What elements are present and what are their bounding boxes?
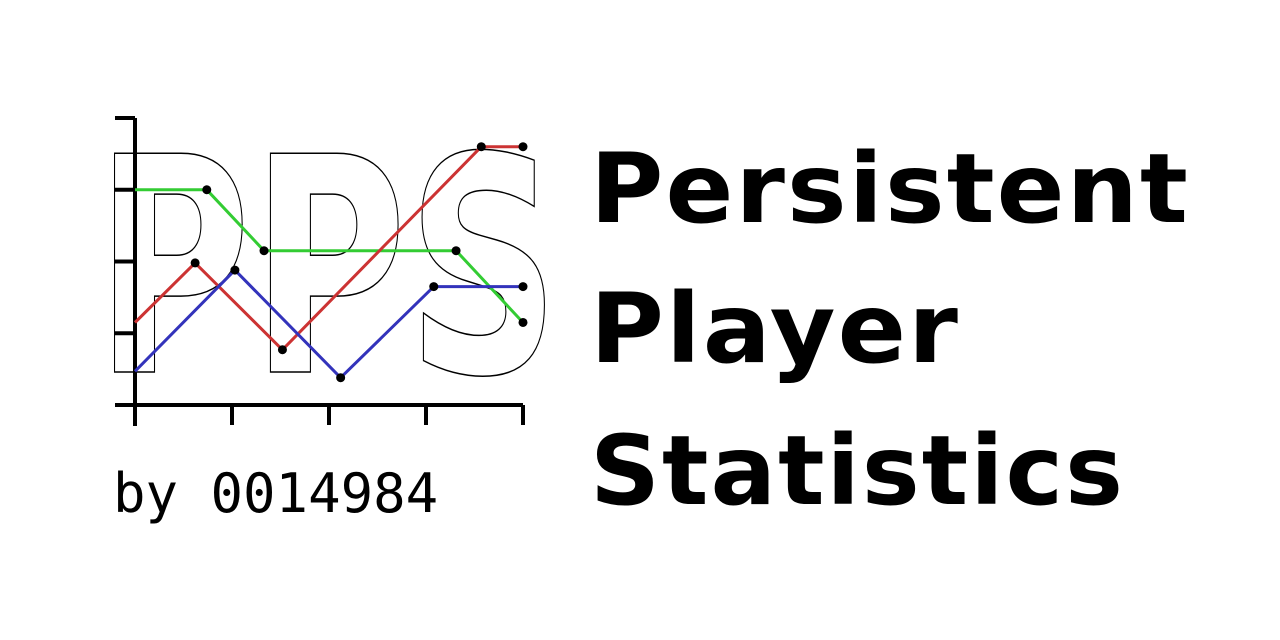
title-block: Persistent Player Statistics	[590, 133, 1190, 527]
chart-series	[133, 142, 528, 383]
title-line-2: Player	[590, 273, 960, 385]
series-0-point-1	[202, 185, 212, 195]
series-1-point-3	[476, 142, 486, 152]
series-2-point-2	[336, 373, 346, 383]
series-1-point-1	[190, 258, 200, 268]
series-1-point-2	[277, 345, 287, 355]
series-0-point-4	[518, 317, 528, 327]
series-2-point-3	[429, 282, 439, 292]
title-line-3: Statistics	[590, 415, 1125, 527]
series-1-point-4	[518, 142, 528, 152]
title-line-1: Persistent	[590, 133, 1190, 245]
series-0-point-3	[451, 246, 461, 256]
series-2-point-4	[518, 282, 528, 292]
monogram-outline: PPS	[95, 94, 560, 443]
series-0-point-2	[259, 246, 269, 256]
chart-axes	[115, 116, 525, 426]
author-credit: by 0014984	[113, 462, 438, 525]
series-2-point-1	[230, 265, 240, 275]
y-ticks	[115, 116, 135, 407]
x-ticks	[133, 405, 525, 425]
